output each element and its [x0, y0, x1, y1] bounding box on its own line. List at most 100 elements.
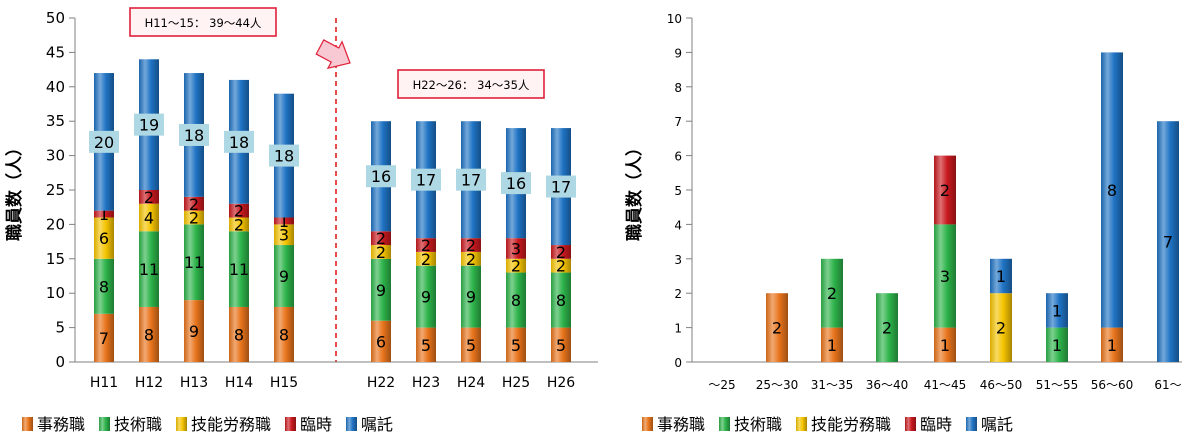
bar-segment [934, 327, 956, 362]
data-label: 17 [461, 171, 481, 190]
bar-segment [184, 210, 204, 225]
y-tick-label: 25 [46, 181, 65, 199]
bar-segment [1101, 52, 1123, 328]
legend-label: 嘱託 [981, 415, 1013, 434]
data-label-box [546, 175, 576, 198]
data-label: 1 [940, 336, 950, 355]
legend-swatch [99, 417, 110, 431]
bar-segment [416, 251, 436, 266]
bar-segment [506, 327, 526, 362]
data-label: 2 [511, 257, 521, 276]
legend-label: 技能労務職 [191, 415, 271, 434]
data-label: 8 [556, 291, 566, 310]
bar-segment [184, 300, 204, 362]
data-label: 1 [827, 336, 837, 355]
y-tick-label: 10 [667, 12, 682, 26]
x-category-label: H12 [135, 375, 163, 391]
y-tick-label: 8 [674, 81, 682, 95]
x-category-label: 36〜40 [866, 378, 909, 392]
y-tick-label: 6 [674, 150, 682, 164]
data-label: 6 [376, 332, 386, 351]
y-tick-label: 0 [674, 356, 682, 370]
chart1-callout-after: H22〜26： 34〜35人 [397, 69, 545, 99]
bar-segment [139, 231, 159, 307]
bar-segment [94, 258, 114, 314]
bar-segment [229, 231, 249, 307]
data-label-box [411, 168, 441, 191]
legends: 事務職 技術職 技能労務職 臨時 嘱託 事務職 技術職 技能労務職 臨時 嘱託 [22, 415, 1013, 434]
legend-swatch [796, 417, 807, 431]
data-label: 9 [279, 267, 289, 286]
data-label-box [89, 130, 119, 153]
bar-segment [551, 245, 571, 259]
data-label: 2 [234, 215, 244, 234]
data-label: 2 [376, 229, 386, 248]
bar-segment [506, 258, 526, 273]
data-label: 20 [94, 133, 114, 152]
legend-swatch [905, 417, 916, 431]
data-label: 2 [189, 209, 199, 228]
data-label: 16 [371, 167, 391, 186]
bar-segment [274, 224, 294, 246]
data-label: 2 [466, 236, 476, 255]
data-label: 9 [466, 288, 476, 307]
bar-segment [990, 258, 1012, 294]
data-label: 18 [229, 133, 249, 152]
x-category-label: 25〜30 [756, 378, 799, 392]
y-tick-label: 35 [46, 112, 65, 130]
data-label: 2 [556, 243, 566, 262]
legend-label: 事務職 [37, 415, 85, 434]
y-tick-label: 20 [46, 215, 65, 233]
data-label: 2 [189, 195, 199, 214]
data-label: 18 [184, 126, 204, 145]
y-tick-label: 7 [674, 115, 682, 129]
data-label-box [366, 165, 396, 188]
data-label: 2 [882, 319, 892, 338]
data-label: 2 [421, 236, 431, 255]
legend-label: 技能労務職 [811, 415, 891, 434]
legend-swatch [966, 417, 977, 431]
data-label: 8 [1107, 181, 1117, 200]
data-label-box [224, 130, 254, 153]
data-label: 2 [556, 257, 566, 276]
y-tick-label: 45 [46, 43, 65, 61]
data-label: 2 [940, 181, 950, 200]
legend-label: 臨時 [920, 415, 952, 434]
legend-label: 技術職 [734, 415, 782, 434]
legend-swatch [285, 417, 296, 431]
legend-label: 臨時 [300, 415, 332, 434]
bar-segment [416, 327, 436, 362]
data-label-box [134, 113, 164, 136]
legend-swatch [346, 417, 357, 431]
bar-segment [139, 190, 159, 204]
data-label: 8 [511, 291, 521, 310]
bar-segment [139, 306, 159, 362]
legend-swatch [642, 417, 653, 431]
bar-segment [766, 293, 788, 362]
x-category-label: 41〜45 [924, 378, 967, 392]
data-label: 16 [506, 174, 526, 193]
chart1-callout-before: H11〜15： 39〜44人 [129, 7, 277, 37]
bar-segment [821, 258, 843, 328]
data-label: 6 [99, 229, 109, 248]
data-label: 4 [144, 209, 154, 228]
data-label: 2 [144, 188, 154, 207]
data-label: 1 [99, 205, 109, 224]
bar-segment [551, 258, 571, 273]
data-label: 2 [421, 250, 431, 269]
x-category-label: H24 [457, 375, 485, 391]
data-label: 1 [1052, 336, 1062, 355]
bar-segment [139, 203, 159, 232]
bar-segment [229, 217, 249, 232]
bar-segment [821, 327, 843, 362]
data-label: 18 [274, 147, 294, 166]
bar-segment [94, 217, 114, 259]
bar-segment [416, 265, 436, 328]
bar-segment [94, 210, 114, 218]
x-category-label: H11 [90, 375, 118, 391]
bar-segment [461, 251, 481, 266]
bar-segment [416, 238, 436, 252]
data-label: 11 [184, 253, 204, 272]
y-tick-label: 5 [674, 184, 682, 198]
